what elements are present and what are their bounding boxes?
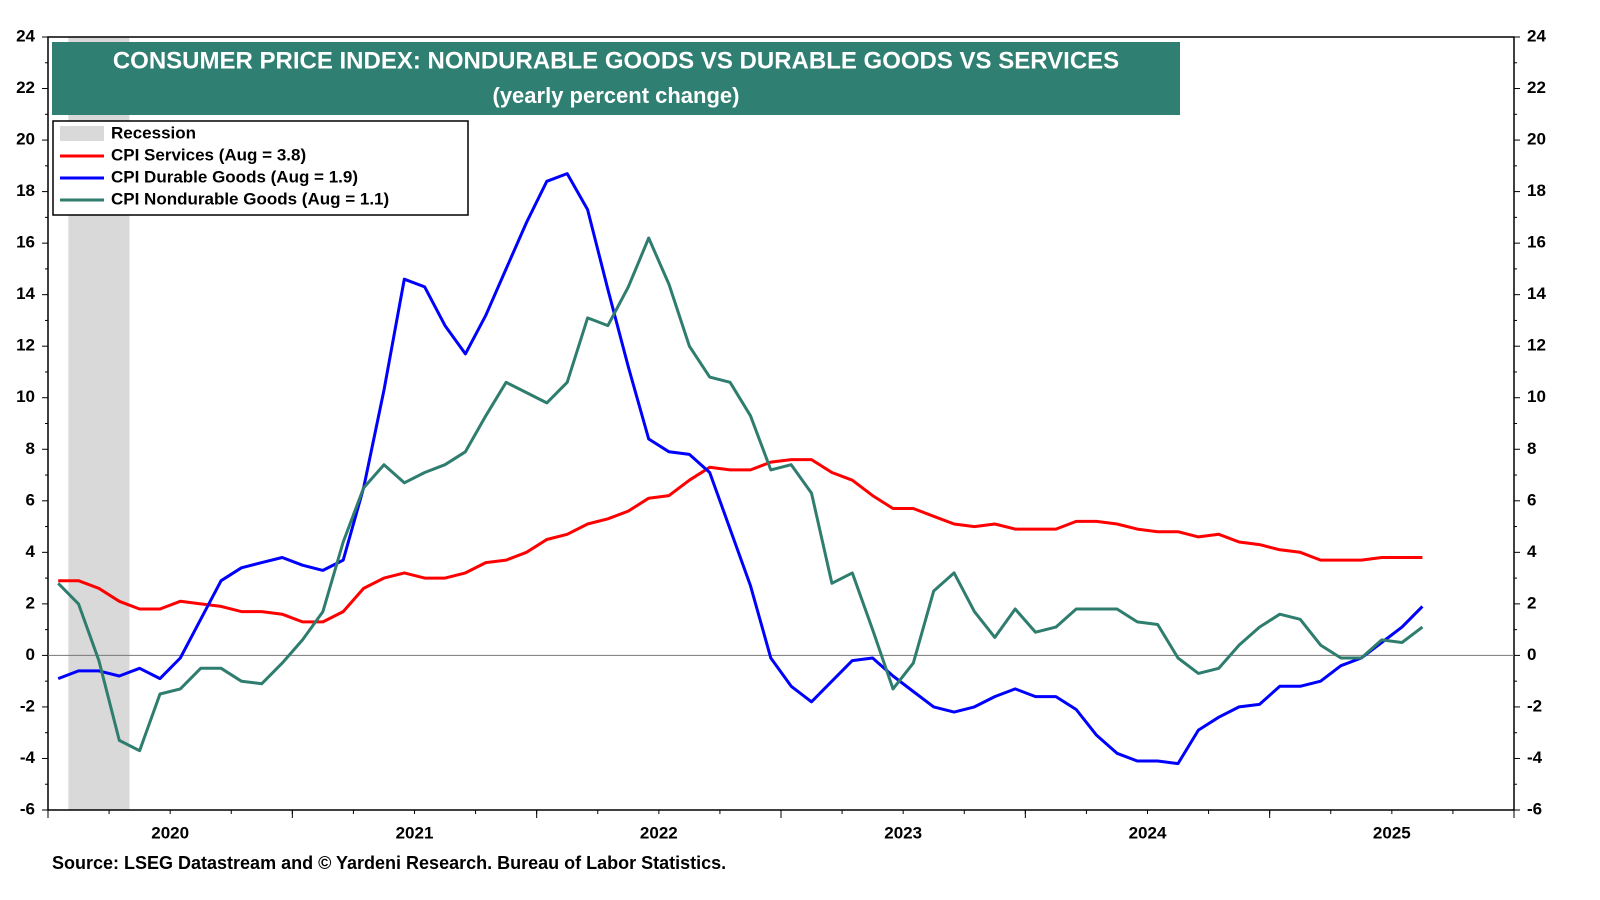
- y-tick-label: 24: [16, 26, 35, 45]
- chart-title: CONSUMER PRICE INDEX: NONDURABLE GOODS V…: [113, 47, 1119, 74]
- chart-subtitle: (yearly percent change): [493, 83, 740, 108]
- y-tick-label: 22: [16, 78, 35, 97]
- y2-tick-label: 22: [1527, 78, 1546, 97]
- y-tick-label: 10: [16, 387, 35, 406]
- y-tick-label: 14: [16, 284, 35, 303]
- y-tick-label: 0: [26, 645, 35, 664]
- y2-tick-label: -6: [1527, 799, 1542, 818]
- y-tick-label: 4: [26, 542, 36, 561]
- series-line: [57, 236, 1424, 753]
- y2-tick-label: 6: [1527, 490, 1536, 509]
- y-tick-label: 18: [16, 181, 35, 200]
- y2-tick-label: 2: [1527, 593, 1536, 612]
- y-tick-label: 16: [16, 233, 35, 252]
- y2-tick-label: 12: [1527, 336, 1546, 355]
- y2-tick-label: -4: [1527, 748, 1543, 767]
- y2-tick-label: 10: [1527, 387, 1546, 406]
- x-tick-label: 2025: [1373, 823, 1411, 842]
- y-tick-label: -4: [20, 748, 36, 767]
- series-line: [57, 172, 1424, 766]
- legend-label: CPI Durable Goods (Aug = 1.9): [111, 167, 358, 186]
- legend-label: Recession: [111, 123, 196, 142]
- y2-tick-label: -2: [1527, 696, 1542, 715]
- y-tick-label: 20: [16, 130, 35, 149]
- legend-label: CPI Services (Aug = 3.8): [111, 145, 306, 164]
- y2-tick-label: 18: [1527, 181, 1546, 200]
- y-tick-label: -6: [20, 799, 35, 818]
- y2-tick-label: 14: [1527, 284, 1546, 303]
- y-tick-label: 6: [26, 490, 35, 509]
- y-tick-label: 2: [26, 593, 35, 612]
- x-tick-label: 2023: [884, 823, 922, 842]
- y-tick-label: 8: [26, 439, 35, 458]
- y2-tick-label: 24: [1527, 26, 1546, 45]
- source-note: Source: LSEG Datastream and © Yardeni Re…: [52, 853, 726, 873]
- y-tick-label: -2: [20, 696, 35, 715]
- y2-tick-label: 20: [1527, 130, 1546, 149]
- x-tick-label: 2024: [1129, 823, 1167, 842]
- x-tick-label: 2022: [640, 823, 678, 842]
- y-tick-label: 12: [16, 336, 35, 355]
- x-tick-label: 2020: [151, 823, 189, 842]
- y2-tick-label: 8: [1527, 439, 1536, 458]
- legend-swatch: [60, 126, 104, 141]
- legend-label: CPI Nondurable Goods (Aug = 1.1): [111, 189, 389, 208]
- y2-tick-label: 16: [1527, 233, 1546, 252]
- y2-tick-label: 4: [1527, 542, 1537, 561]
- y2-tick-label: 0: [1527, 645, 1536, 664]
- legend-box: [52, 120, 469, 216]
- title-box: [52, 42, 1180, 115]
- x-tick-label: 2021: [396, 823, 434, 842]
- series-line: [58, 458, 1423, 624]
